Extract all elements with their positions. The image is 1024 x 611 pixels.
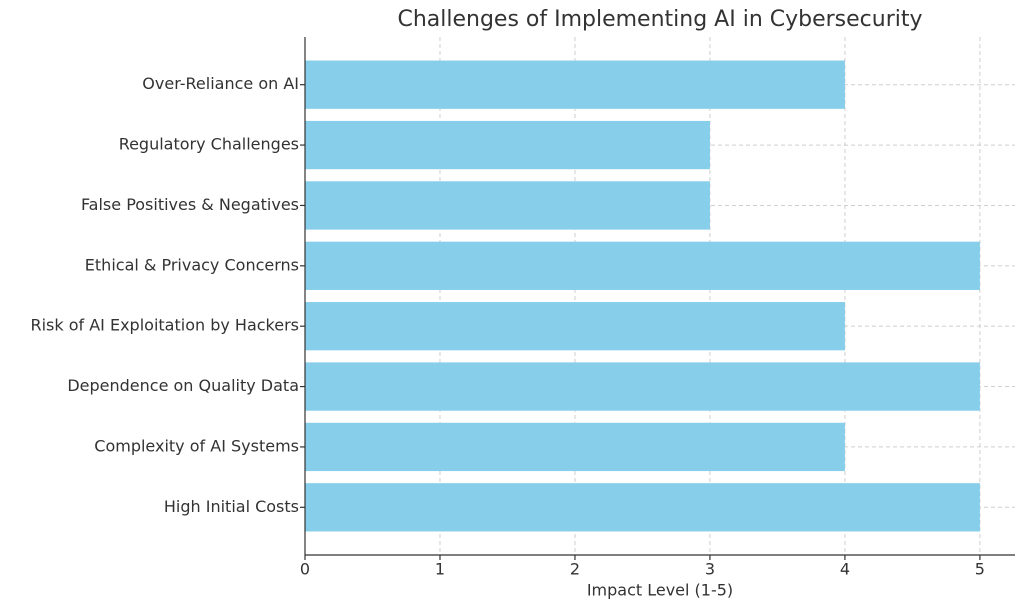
bar	[305, 60, 845, 109]
y-tick-label: Dependence on Quality Data	[67, 376, 299, 395]
bar	[305, 181, 710, 230]
x-tick-label: 1	[435, 560, 445, 579]
bar	[305, 241, 980, 290]
x-tick-label: 2	[570, 560, 580, 579]
y-tick-label: Regulatory Challenges	[119, 135, 299, 154]
x-tick-label: 4	[840, 560, 850, 579]
x-tick-label: 5	[975, 560, 985, 579]
y-tick-label: Over-Reliance on AI	[142, 74, 299, 93]
y-tick-label: Ethical & Privacy Concerns	[85, 255, 299, 274]
bar	[305, 302, 845, 351]
y-tick-label: Complexity of AI Systems	[94, 436, 299, 455]
x-tick-label: 0	[300, 560, 310, 579]
y-tick-label: False Positives & Negatives	[81, 195, 299, 214]
x-tick-label: 3	[705, 560, 715, 579]
y-tick-label: Risk of AI Exploitation by Hackers	[30, 316, 299, 335]
chart-title: Challenges of Implementing AI in Cyberse…	[397, 7, 922, 32]
x-axis-label: Impact Level (1-5)	[587, 581, 733, 600]
bar	[305, 422, 845, 472]
bar	[305, 362, 980, 411]
bar	[305, 120, 710, 170]
y-tick-label: High Initial Costs	[164, 497, 299, 516]
bar	[305, 483, 980, 532]
